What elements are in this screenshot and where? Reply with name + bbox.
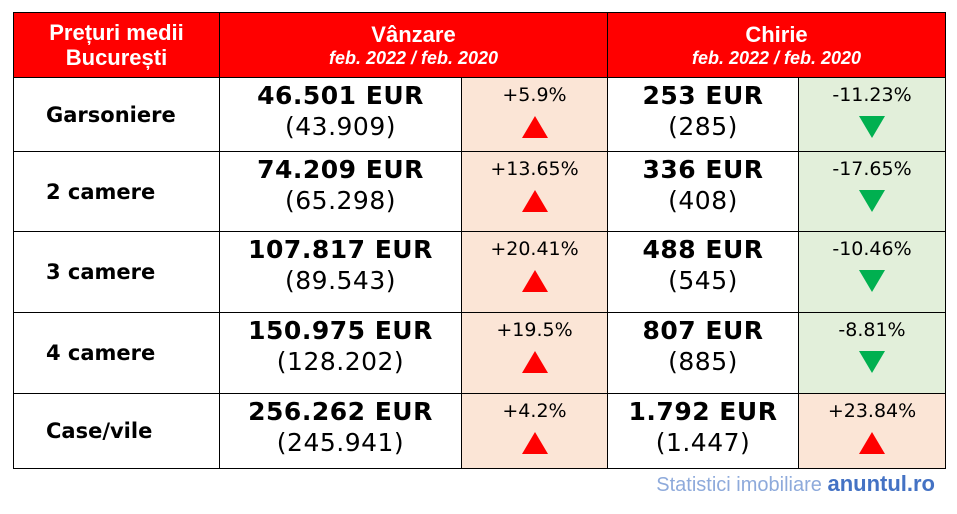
rent-price: 1.792 EUR xyxy=(628,397,778,426)
triangle-down-icon xyxy=(859,351,885,373)
sale-change: +13.65% xyxy=(490,158,579,180)
corner-line-2: București xyxy=(65,45,168,70)
triangle-down-icon xyxy=(859,270,885,292)
sale-price-cell: 74.209 EUR (65.298) xyxy=(219,151,462,232)
sale-change-cell: +19.5% xyxy=(461,312,608,394)
rent-change-cell: -17.65% xyxy=(798,151,946,232)
sale-price: 46.501 EUR xyxy=(257,81,424,110)
header-row: Prețuri medii București Vânzare feb. 202… xyxy=(13,12,946,78)
rent-header: Chirie feb. 2022 / feb. 2020 xyxy=(607,12,946,78)
table-row: Garsoniere 46.501 EUR (43.909) +5.9% 253 EUR… xyxy=(13,77,946,152)
row-label: 4 camere xyxy=(13,312,220,394)
corner-line-1: Prețuri medii xyxy=(49,20,184,45)
triangle-down-icon xyxy=(859,190,885,212)
sale-header: Vânzare feb. 2022 / feb. 2020 xyxy=(219,12,608,78)
rent-price: 336 EUR xyxy=(642,155,764,184)
rent-price-cell: 807 EUR (885) xyxy=(607,312,799,394)
sale-previous-price: (43.909) xyxy=(285,112,396,141)
table-row: 3 camere 107.817 EUR (89.543) +20.41% 488 EU… xyxy=(13,231,946,313)
rent-previous-price: (885) xyxy=(668,347,738,376)
rent-change: -10.46% xyxy=(832,238,912,260)
sale-change-cell: +20.41% xyxy=(461,231,608,313)
rent-change-cell: -8.81% xyxy=(798,312,946,394)
row-label: 2 camere xyxy=(13,151,220,232)
sale-change-cell: +4.2% xyxy=(461,393,608,469)
sale-change: +5.9% xyxy=(502,84,567,106)
sale-subtitle: feb. 2022 / feb. 2020 xyxy=(328,47,499,68)
rent-change-cell: +23.84% xyxy=(798,393,946,469)
row-label: Garsoniere xyxy=(13,77,220,152)
sale-change: +4.2% xyxy=(502,400,567,422)
rent-previous-price: (1.447) xyxy=(655,428,751,457)
row-label: Case/vile xyxy=(13,393,220,469)
triangle-up-icon xyxy=(859,432,885,454)
sale-price: 107.817 EUR xyxy=(248,235,433,264)
footer-text: Statistici imobiliare xyxy=(656,474,822,496)
row-label: 3 camere xyxy=(13,231,220,313)
table-row: Case/vile 256.262 EUR (245.941) +4.2% 1.792 … xyxy=(13,393,946,469)
triangle-up-icon xyxy=(521,351,548,373)
sale-previous-price: (89.543) xyxy=(285,266,396,295)
sale-price-cell: 107.817 EUR (89.543) xyxy=(219,231,462,313)
triangle-up-icon xyxy=(521,116,548,138)
sale-title: Vânzare xyxy=(371,21,456,47)
footer-credit: Statistici imobiliare anuntul.ro xyxy=(656,471,935,497)
rent-change-cell: -10.46% xyxy=(798,231,946,313)
sale-previous-price: (245.941) xyxy=(276,428,405,457)
sale-previous-price: (128.202) xyxy=(276,347,405,376)
sale-change-cell: +5.9% xyxy=(461,77,608,152)
rent-price: 253 EUR xyxy=(642,81,764,110)
rent-change: -8.81% xyxy=(838,319,906,341)
triangle-down-icon xyxy=(859,116,885,138)
rent-previous-price: (545) xyxy=(668,266,738,295)
rent-change: -17.65% xyxy=(832,158,912,180)
rent-title: Chirie xyxy=(745,21,808,47)
rent-subtitle: feb. 2022 / feb. 2020 xyxy=(691,47,862,68)
sale-previous-price: (65.298) xyxy=(285,186,396,215)
rent-previous-price: (408) xyxy=(668,186,738,215)
triangle-up-icon xyxy=(521,432,548,454)
sale-price: 74.209 EUR xyxy=(257,155,424,184)
rent-previous-price: (285) xyxy=(668,112,738,141)
sale-price-cell: 256.262 EUR (245.941) xyxy=(219,393,462,469)
sale-price: 150.975 EUR xyxy=(248,316,433,345)
rent-price-cell: 336 EUR (408) xyxy=(607,151,799,232)
sale-change-cell: +13.65% xyxy=(461,151,608,232)
rent-price-cell: 1.792 EUR (1.447) xyxy=(607,393,799,469)
corner-header: Prețuri medii București xyxy=(13,12,220,78)
rent-change: +23.84% xyxy=(827,400,917,422)
rent-price: 807 EUR xyxy=(642,316,764,345)
rent-price: 488 EUR xyxy=(642,235,764,264)
triangle-up-icon xyxy=(521,270,548,292)
sale-price-cell: 150.975 EUR (128.202) xyxy=(219,312,462,394)
sale-change: +20.41% xyxy=(490,238,579,260)
table-row: 4 camere 150.975 EUR (128.202) +19.5% 807 EU… xyxy=(13,312,946,394)
rent-price-cell: 253 EUR (285) xyxy=(607,77,799,152)
rent-price-cell: 488 EUR (545) xyxy=(607,231,799,313)
rent-change: -11.23% xyxy=(832,84,912,106)
price-table: Prețuri medii București Vânzare feb. 202… xyxy=(13,12,946,469)
triangle-up-icon xyxy=(521,190,548,212)
table-row: 2 camere 74.209 EUR (65.298) +13.65% 336 EUR… xyxy=(13,151,946,232)
footer-brand: anuntul.ro xyxy=(827,471,935,496)
sale-price-cell: 46.501 EUR (43.909) xyxy=(219,77,462,152)
sale-price: 256.262 EUR xyxy=(248,397,433,426)
sale-change: +19.5% xyxy=(496,319,573,341)
rent-change-cell: -11.23% xyxy=(798,77,946,152)
